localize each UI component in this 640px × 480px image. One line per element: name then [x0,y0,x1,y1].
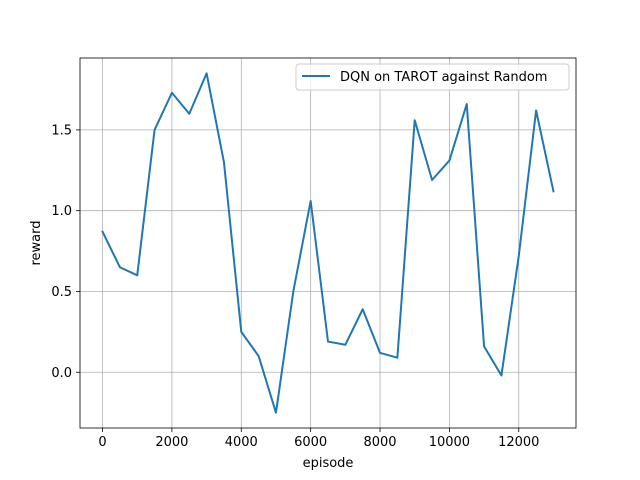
plot-frame [79,57,577,429]
x-tick-label: 0 [98,435,106,450]
grid-lines [80,58,576,428]
series-lines [101,72,555,414]
legend: DQN on TAROT against Random [295,63,570,91]
y-tick-label: 0.5 [51,285,72,300]
x-tick-label: 4000 [225,435,258,450]
y-tick-label: 1.5 [51,123,72,138]
x-axis-label: episode [303,456,354,471]
legend-box [295,63,570,91]
axis-ticks: 0 2000 4000 6000 8000 10000 12000 0.0 0.5 1.0 1.5 [51,123,539,450]
y-tick-label: 0.0 [51,366,72,381]
y-axis-label: reward [29,220,44,265]
x-tick-label: 10000 [429,435,470,450]
x-tick-label: 6000 [294,435,327,450]
x-tick-label: 8000 [363,435,396,450]
x-tick-label: 2000 [155,435,188,450]
legend-label-series-1: DQN on TAROT against Random [340,70,547,85]
x-tick-label: 12000 [498,435,539,450]
series-line-1 [101,72,555,414]
y-tick-label: 1.0 [51,204,72,219]
